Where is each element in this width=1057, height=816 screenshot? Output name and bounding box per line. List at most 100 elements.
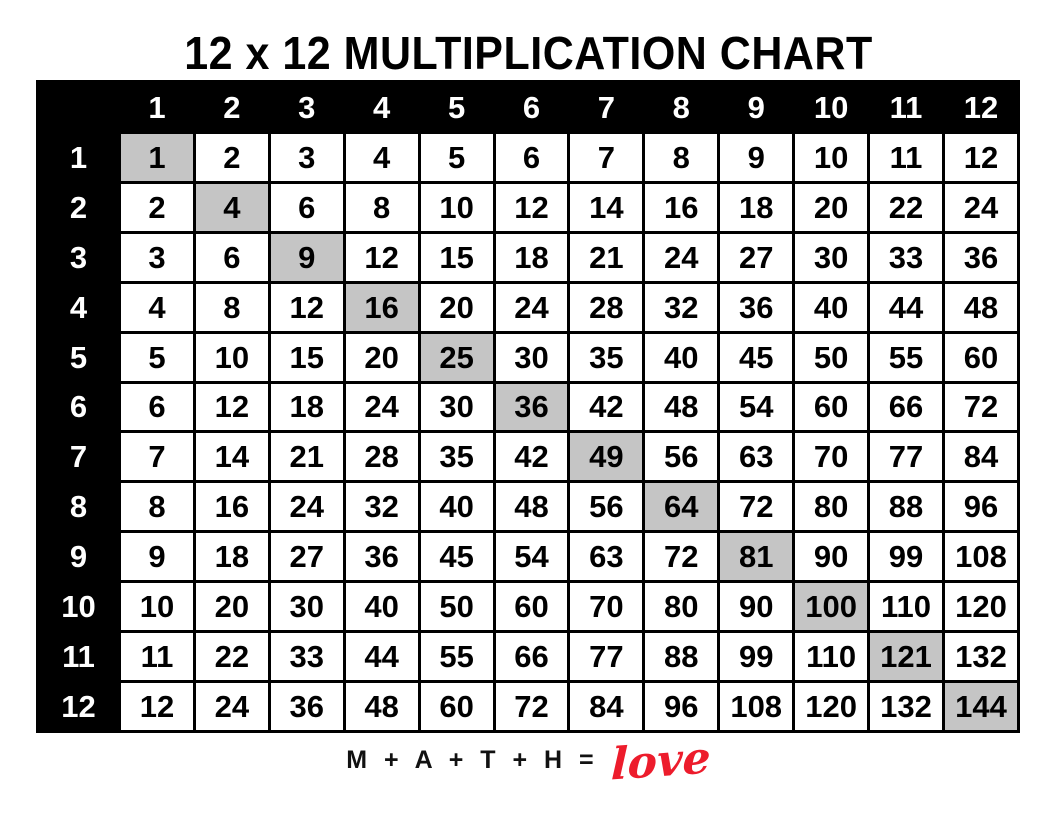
product-cell: 80 (642, 580, 721, 634)
product-cell: 3 (267, 131, 346, 184)
product-cell: 77 (567, 630, 646, 683)
column-header-cell: 8 (642, 80, 721, 134)
product-cell: 55 (867, 330, 945, 384)
product-cell: 30 (267, 580, 346, 634)
product-cell: 110 (792, 630, 871, 683)
product-cell: 14 (192, 430, 271, 484)
row-header-cell: 9 (36, 530, 121, 584)
table-row: 1 1 2 3 4 5 6 7 8 9 10 11 12 (36, 131, 1021, 184)
column-header-cell: 7 (567, 80, 646, 134)
product-cell: 90 (792, 530, 871, 584)
product-cell: 12 (492, 180, 571, 234)
product-cell: 36 (941, 230, 1021, 284)
product-cell: 12 (118, 679, 196, 734)
product-cell: 8 (642, 131, 721, 184)
product-cell: 7 (118, 430, 196, 484)
product-cell: 90 (717, 580, 796, 634)
product-cell: 77 (867, 430, 945, 484)
product-cell: 18 (717, 180, 796, 234)
row-header-cell: 12 (36, 679, 121, 734)
product-cell: 60 (492, 580, 571, 634)
product-cell: 60 (417, 679, 496, 734)
product-cell: 54 (717, 380, 796, 434)
product-cell: 44 (342, 630, 421, 683)
product-cell: 35 (567, 330, 646, 384)
product-cell: 30 (792, 230, 871, 284)
table-row: 2 2 4 6 8 10 12 14 16 18 20 22 24 (36, 180, 1021, 234)
product-cell: 96 (642, 679, 721, 734)
product-cell: 120 (941, 580, 1021, 634)
product-cell: 20 (342, 330, 421, 384)
table-row: 7 7 14 21 28 35 42 49 56 63 70 77 84 (36, 430, 1021, 484)
product-cell: 20 (792, 180, 871, 234)
product-cell: 12 (941, 131, 1021, 184)
product-cell: 15 (267, 330, 346, 384)
product-cell-square: 100 (792, 580, 871, 634)
product-cell: 6 (118, 380, 196, 434)
product-cell: 15 (417, 230, 496, 284)
row-header-cell: 7 (36, 430, 121, 484)
product-cell: 54 (492, 530, 571, 584)
product-cell: 18 (492, 230, 571, 284)
product-cell: 66 (492, 630, 571, 683)
product-cell: 12 (192, 380, 271, 434)
product-cell: 72 (941, 380, 1021, 434)
product-cell: 5 (118, 330, 196, 384)
product-cell: 24 (267, 480, 346, 534)
row-header-cell: 5 (36, 330, 121, 384)
product-cell: 9 (118, 530, 196, 584)
product-cell: 6 (192, 230, 271, 284)
product-cell: 20 (192, 580, 271, 634)
product-cell: 108 (941, 530, 1021, 584)
product-cell: 24 (342, 380, 421, 434)
product-cell: 24 (492, 280, 571, 334)
product-cell: 48 (342, 679, 421, 734)
product-cell: 10 (792, 131, 871, 184)
product-cell: 6 (492, 131, 571, 184)
product-cell: 120 (792, 679, 871, 734)
product-cell: 40 (792, 280, 871, 334)
product-cell: 2 (118, 180, 196, 234)
product-cell: 45 (717, 330, 796, 384)
product-cell: 8 (342, 180, 421, 234)
column-header-cell: 10 (792, 80, 871, 134)
footer: M + A + T + H = love (0, 732, 1057, 790)
product-cell: 28 (342, 430, 421, 484)
product-cell: 3 (118, 230, 196, 284)
table-row: 12 12 24 36 48 60 72 84 96 108 120 132 144 (36, 679, 1021, 734)
product-cell-square: 64 (642, 480, 721, 534)
product-cell: 2 (192, 131, 271, 184)
product-cell: 16 (192, 480, 271, 534)
product-cell: 88 (642, 630, 721, 683)
product-cell: 72 (717, 480, 796, 534)
product-cell-square: 25 (417, 330, 496, 384)
row-header-cell: 8 (36, 480, 121, 534)
product-cell-square: 36 (492, 380, 571, 434)
product-cell: 10 (417, 180, 496, 234)
product-cell: 56 (567, 480, 646, 534)
product-cell: 12 (267, 280, 346, 334)
row-header-cell: 3 (36, 230, 121, 284)
product-cell: 36 (267, 679, 346, 734)
product-cell: 11 (867, 131, 945, 184)
product-cell: 24 (642, 230, 721, 284)
product-cell: 96 (941, 480, 1021, 534)
product-cell: 36 (717, 280, 796, 334)
product-cell: 33 (867, 230, 945, 284)
product-cell-square: 16 (342, 280, 421, 334)
product-cell: 99 (717, 630, 796, 683)
product-cell: 40 (417, 480, 496, 534)
product-cell: 84 (941, 430, 1021, 484)
product-cell: 4 (118, 280, 196, 334)
product-cell: 30 (417, 380, 496, 434)
product-cell: 70 (567, 580, 646, 634)
column-header-row: 1 2 3 4 5 6 7 8 9 10 11 12 (36, 80, 1021, 134)
product-cell: 66 (867, 380, 945, 434)
product-cell: 42 (492, 430, 571, 484)
product-cell: 21 (567, 230, 646, 284)
product-cell: 110 (867, 580, 945, 634)
product-cell: 5 (417, 131, 496, 184)
row-header-cell: 11 (36, 630, 121, 683)
table-row: 5 5 10 15 20 25 30 35 40 45 50 55 60 (36, 330, 1021, 384)
